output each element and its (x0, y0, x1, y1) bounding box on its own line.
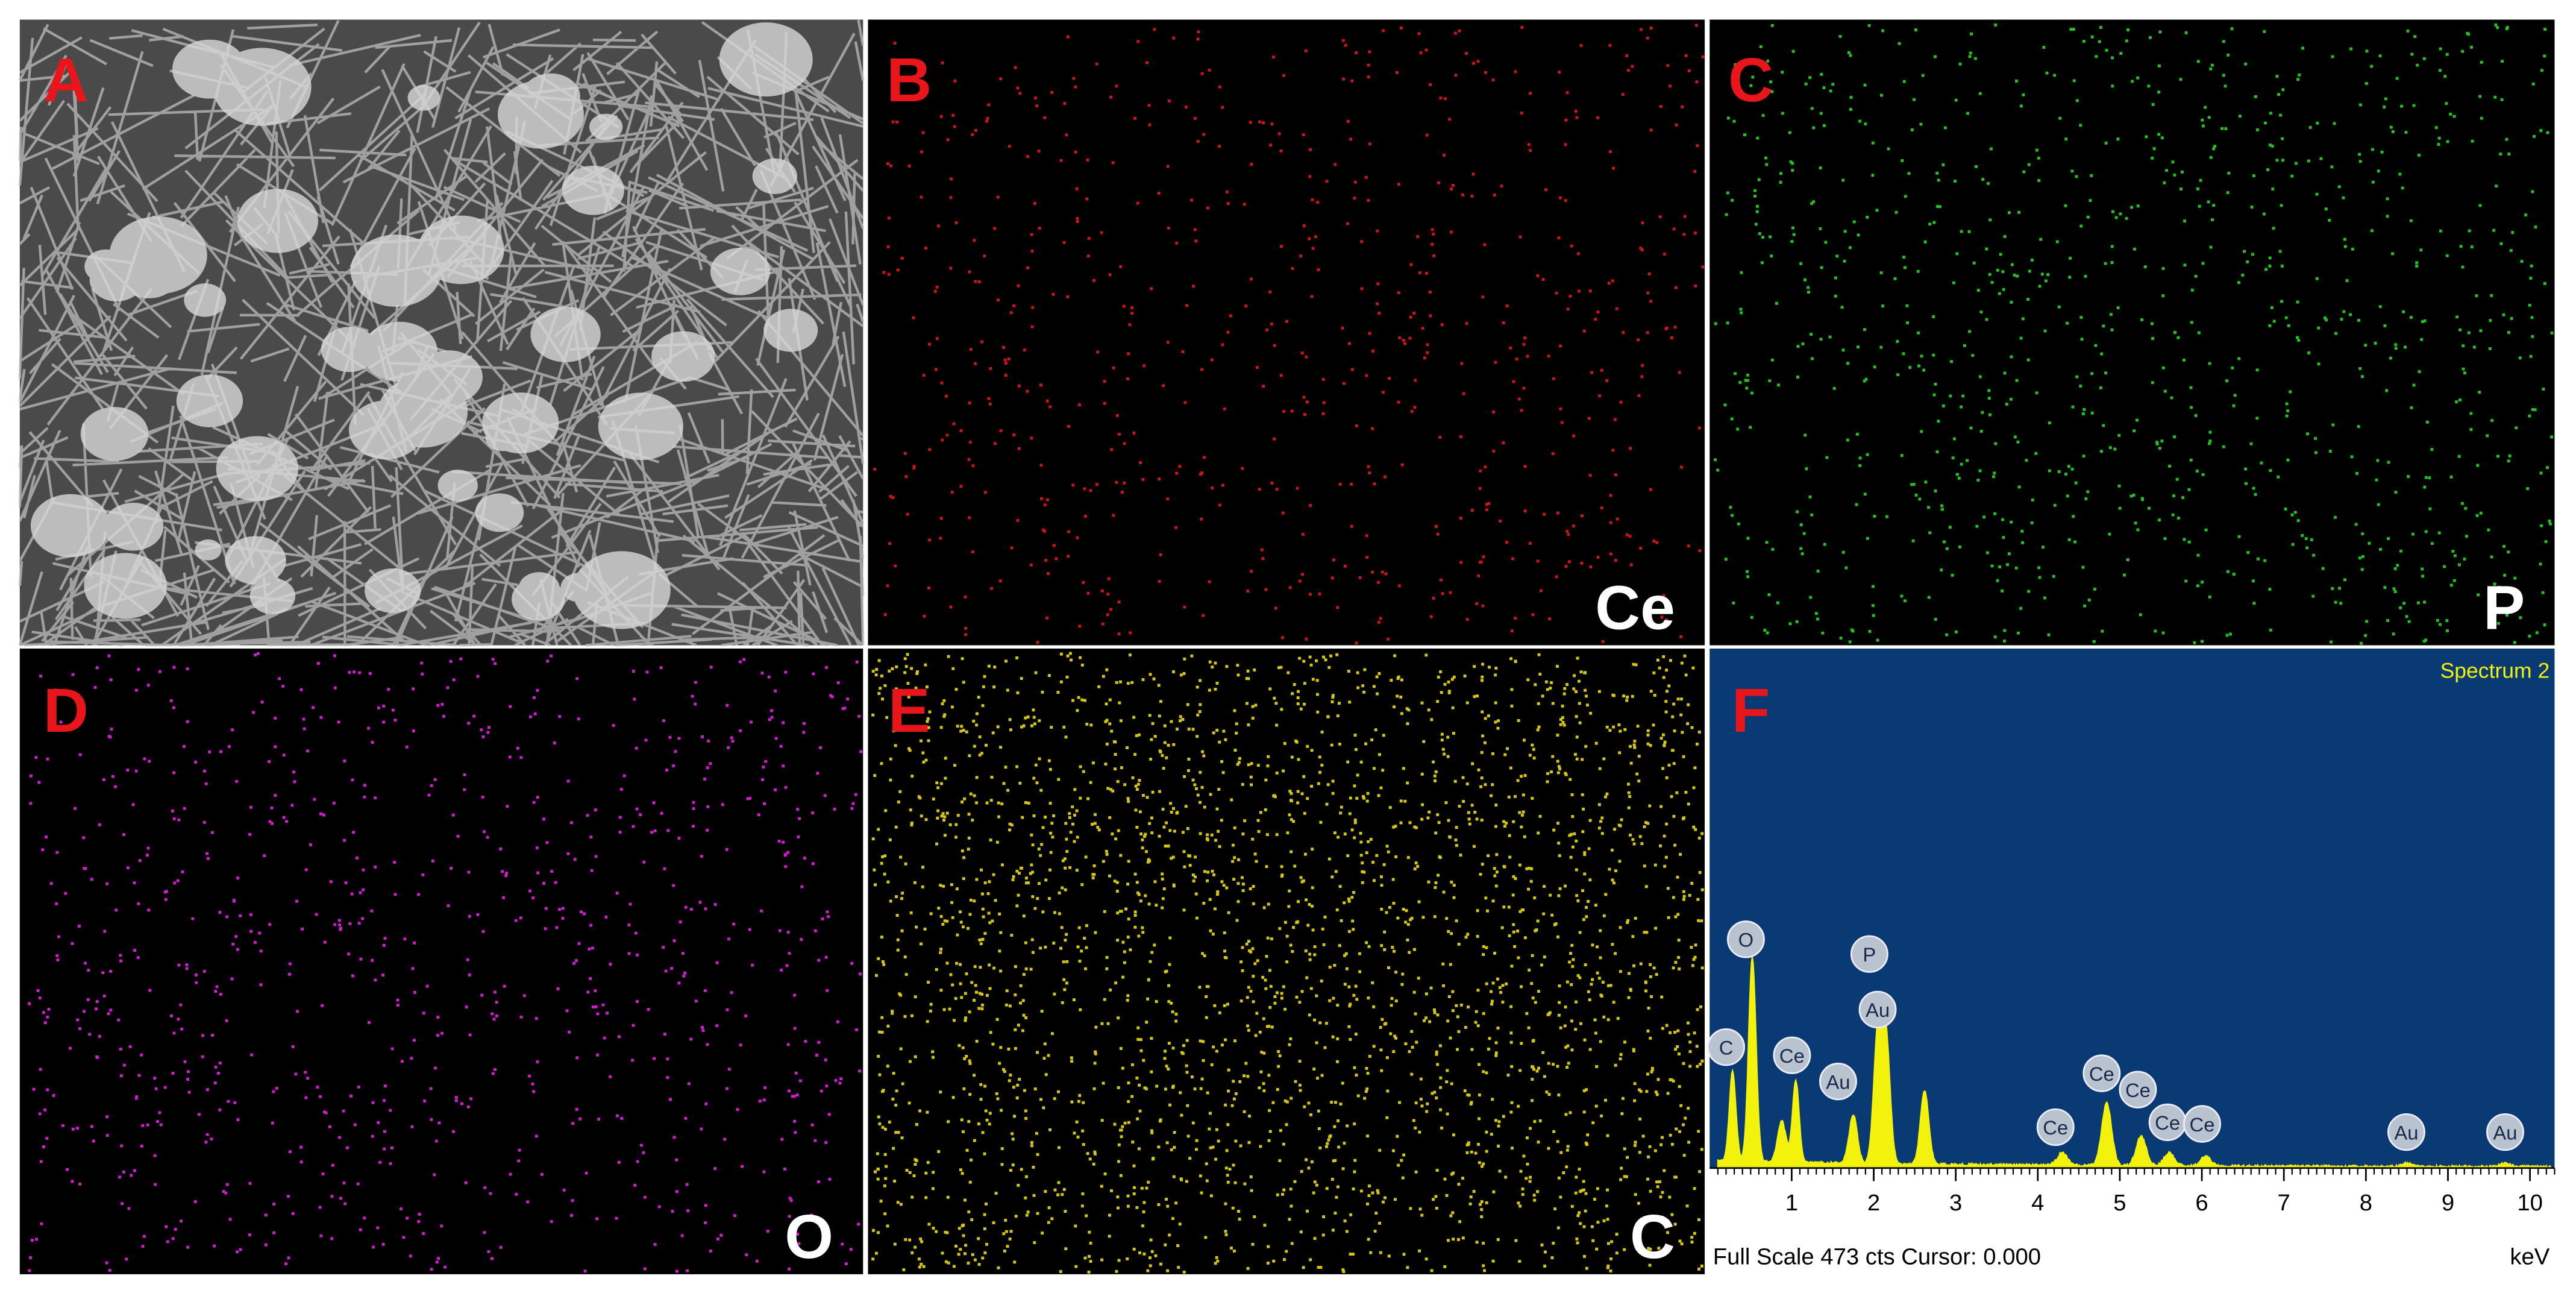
panel-letter: C (1728, 45, 1773, 115)
peak-marker (1726, 920, 1765, 958)
panel-letter: F (1732, 676, 1770, 746)
peak-marker (2036, 1108, 2075, 1146)
peak-marker (2119, 1071, 2157, 1109)
peak-marker (2082, 1054, 2121, 1092)
peak-label: Ce (2190, 1113, 2215, 1136)
peak-marker (2486, 1113, 2524, 1151)
panel-letter: B (886, 45, 932, 115)
peak-label: Ce (1779, 1045, 1805, 1067)
peak-label: Au (1866, 999, 1890, 1021)
map-background (868, 19, 1705, 646)
peak-label: Au (1826, 1071, 1850, 1093)
spectrum-footer: Full Scale 473 cts Cursor: 0.000 (1713, 1245, 2041, 1270)
map-background (19, 648, 863, 1274)
element-label: P (2483, 573, 2525, 643)
x-tick-label: 4 (2031, 1190, 2044, 1216)
peak-label: Ce (2125, 1079, 2151, 1101)
panel-letter: E (888, 676, 930, 746)
x-tick-label: 5 (2113, 1190, 2126, 1216)
map-dots (871, 652, 1704, 1274)
element-label: C (1630, 1201, 1675, 1271)
x-tick-label: 8 (2360, 1190, 2372, 1216)
peak-label: Ce (2043, 1116, 2068, 1139)
x-tick-label: 2 (1867, 1190, 1880, 1216)
spectrum-title: Spectrum 2 (2440, 659, 2550, 683)
x-tick-label: 6 (2195, 1190, 2208, 1216)
peak-marker (2387, 1113, 2425, 1151)
overlays: 1 2 3 4 5 6 7 8 9 10 keV Full Scale 473 cts Cursor:… (43, 45, 2550, 1271)
x-tick-label: 3 (1949, 1190, 1962, 1216)
x-axis-unit: keV (2510, 1245, 2550, 1270)
element-label: O (785, 1201, 833, 1271)
map-background (1709, 19, 2555, 646)
panels (18, 19, 2556, 1274)
peak-label: O (1738, 929, 1754, 951)
spectrum-axis-area (1709, 1168, 2555, 1274)
panel-letter: D (43, 676, 89, 746)
peak-label: Au (2394, 1121, 2418, 1143)
spectrum-curve (1717, 957, 2551, 1169)
peak-label: C (1719, 1037, 1734, 1059)
x-tick-label: 7 (2278, 1190, 2290, 1216)
element-label: Ce (1595, 573, 1675, 643)
panel-letter: A (43, 45, 89, 115)
x-tick-label: 10 (2517, 1190, 2543, 1216)
x-tick-label: 9 (2442, 1190, 2454, 1216)
peak-label: Ce (2155, 1112, 2180, 1134)
peak-marker (1773, 1036, 1811, 1074)
peak-label: Ce (2089, 1063, 2114, 1085)
peak-marker (2183, 1105, 2221, 1143)
peak-marker (1819, 1062, 1857, 1101)
x-tick-label: 1 (1785, 1190, 1798, 1216)
peak-marker (1858, 990, 1897, 1029)
peak-marker (1850, 935, 1888, 973)
sem-particles (30, 22, 818, 629)
peak-label: P (1863, 943, 1876, 966)
peak-label: Au (2493, 1121, 2517, 1143)
peak-marker (1707, 1028, 1746, 1066)
